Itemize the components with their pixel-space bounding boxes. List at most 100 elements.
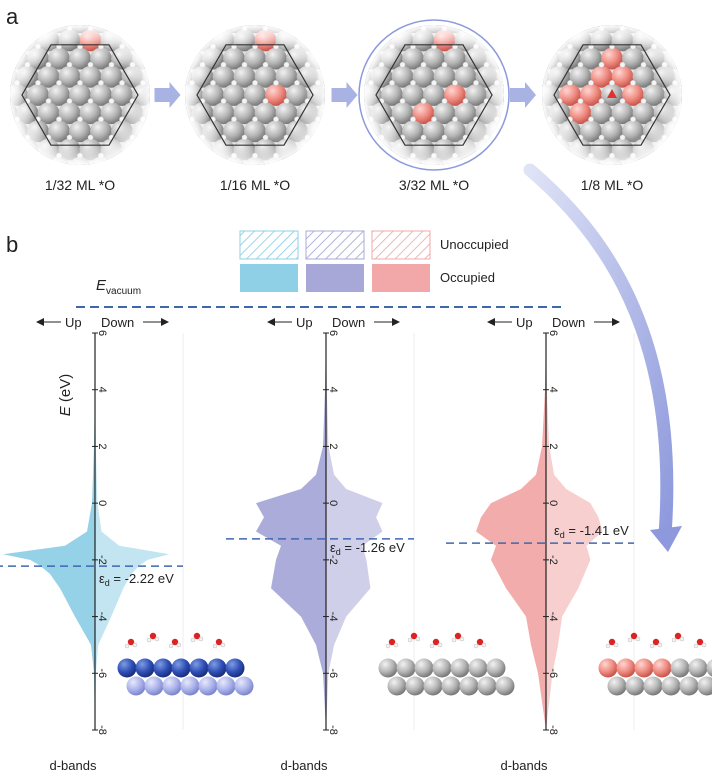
adsorption-site (284, 171, 289, 176)
metal-atom (496, 138, 504, 161)
water-hydrogen-icon (679, 636, 685, 642)
metal-atom (202, 25, 224, 34)
adsorption-site (557, 171, 562, 176)
tick-label: 0 (327, 500, 339, 506)
panel-b-label: b (6, 232, 18, 257)
adsorption-site (347, 135, 352, 140)
water-oxygen-icon (215, 638, 223, 646)
unit-cell-hexagon (21, 44, 139, 146)
tick-label: -4 (96, 612, 108, 622)
adsorption-site (683, 135, 688, 140)
water-hydrogen-icon (168, 643, 174, 649)
water-oxygen-icon (193, 632, 201, 640)
metal-atom (465, 156, 487, 165)
metal-atom (286, 156, 308, 165)
adsorption-site (546, 43, 552, 50)
metal-atom (685, 84, 707, 106)
adsorption-site (641, 171, 646, 176)
adsorption-site (199, 25, 206, 32)
water-hydrogen-icon (176, 642, 182, 648)
d-band-center-label: εd = -2.22 eV (99, 571, 174, 588)
metal-atom (0, 157, 7, 179)
metal-atom (685, 157, 707, 179)
unit-cell-hexagon (196, 44, 314, 146)
adsorption-site (129, 25, 136, 32)
adsorption-site (140, 152, 146, 159)
legend: Unoccupied Occupied (239, 230, 509, 292)
adsorption-site (378, 25, 385, 32)
subsurface-atom (162, 676, 182, 696)
water-oxygen-icon (696, 638, 704, 646)
subsurface-atom (679, 676, 699, 696)
metal-atom (517, 11, 539, 33)
metal-atom (674, 29, 682, 52)
adsorption-site (326, 171, 331, 176)
tick-label: -8 (327, 725, 339, 735)
surface-atom (153, 658, 173, 678)
adsorption-site (24, 25, 31, 32)
surface-atom (468, 658, 488, 678)
adsorption-site (315, 43, 321, 50)
adsorption-site (336, 44, 341, 49)
surface-atom (616, 658, 636, 678)
water-hydrogen-icon (190, 637, 196, 643)
water-oxygen-icon (388, 638, 396, 646)
water-hydrogen-icon (198, 636, 204, 642)
x-axis-label: d-bands (281, 758, 328, 773)
adsorption-site (505, 171, 510, 176)
adsorption-site (14, 43, 20, 50)
adsorption-site (172, 26, 177, 31)
metal-atom (559, 156, 581, 165)
tick-label: 4 (547, 387, 559, 393)
adsorption-site (358, 26, 363, 31)
adsorption-site (536, 153, 541, 158)
adsorption-site (546, 152, 552, 159)
adsorption-site (108, 25, 115, 32)
adsorption-site (536, 44, 541, 49)
adsorption-site (357, 153, 362, 158)
adsorption-site (515, 80, 520, 85)
metal-atom (339, 11, 361, 33)
water-hydrogen-icon (124, 643, 130, 649)
metal-atom (664, 25, 682, 34)
adsorption-site (536, 26, 541, 31)
adsorption-site (515, 44, 520, 49)
metal-atom (153, 120, 175, 142)
subsurface-atom (459, 676, 479, 696)
adsorption-site (25, 171, 30, 176)
d-band-center-label: εd = -1.41 eV (554, 523, 629, 540)
adsorption-site (526, 62, 531, 67)
coverage-label: 1/32 ML *O (45, 177, 115, 193)
adsorption-site (161, 80, 166, 85)
surface-atom (414, 658, 434, 678)
dos-spin-down-area (326, 333, 383, 730)
water-hydrogen-icon (635, 636, 641, 642)
subsurface-atom (607, 676, 627, 696)
subsurface-atom (405, 676, 425, 696)
adsorption-site (161, 153, 166, 158)
adsorption-site (526, 26, 531, 31)
adsorption-site (505, 62, 510, 67)
metal-atom (328, 48, 350, 70)
adsorption-site (683, 98, 688, 103)
water-hydrogen-icon (437, 642, 443, 648)
dos-spin-up-area (476, 333, 546, 730)
up-label: Up (65, 315, 82, 330)
legend-unoccupied-red (371, 230, 431, 260)
metal-atom (542, 29, 550, 52)
subsurface-atom (495, 676, 515, 696)
adsorption-site (140, 43, 146, 50)
adsorption-site (220, 25, 227, 32)
water-oxygen-icon (127, 638, 135, 646)
metal-atom (685, 48, 707, 70)
tick-label: 4 (327, 387, 339, 393)
surface-models (0, 11, 707, 179)
adsorption-site (336, 117, 341, 122)
unit-cell-hexagon (375, 44, 493, 146)
adsorption-site (179, 62, 184, 67)
adsorption-site (179, 98, 184, 103)
metal-atom (317, 29, 325, 52)
subsurface-atom (643, 676, 663, 696)
water-hydrogen-icon (393, 642, 399, 648)
tick-label: -2 (96, 555, 108, 565)
